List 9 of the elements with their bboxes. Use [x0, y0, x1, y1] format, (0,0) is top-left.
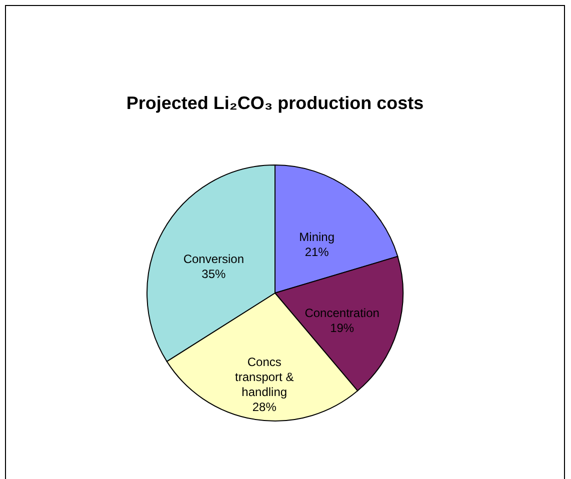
data-label: 21% [304, 244, 330, 259]
chart-title: Projected Li₂CO₃ production costs [126, 93, 424, 113]
slice-label: Concs transport & handling [235, 355, 294, 400]
slice-label: Conversion [183, 252, 244, 266]
data-label: 28% [252, 400, 277, 414]
slice-label: Concentration [304, 306, 380, 320]
data-label: 19% [330, 321, 354, 335]
slice-label: Mining [299, 230, 335, 244]
data-label: 35% [202, 267, 226, 282]
